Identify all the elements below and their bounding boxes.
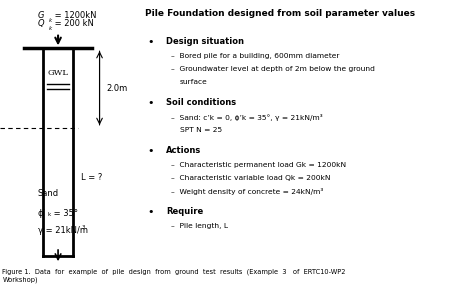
Text: Figure 1.  Data  for  example  of  pile  design  from  ground  test  results  (E: Figure 1. Data for example of pile desig… bbox=[2, 268, 346, 275]
Text: Workshop): Workshop) bbox=[2, 277, 38, 283]
Text: •: • bbox=[147, 98, 154, 108]
Text: 2.0m: 2.0m bbox=[107, 83, 128, 93]
Text: •: • bbox=[147, 207, 154, 217]
Text: GWL: GWL bbox=[47, 69, 69, 77]
Text: γ = 21kN/m: γ = 21kN/m bbox=[38, 225, 88, 235]
Text: –  Sand: c’k = 0, ϕ’k = 35°, γ = 21kN/m³: – Sand: c’k = 0, ϕ’k = 35°, γ = 21kN/m³ bbox=[171, 114, 322, 121]
Text: k: k bbox=[47, 212, 51, 217]
Text: •: • bbox=[147, 37, 154, 47]
Text: –  Weight density of concrete = 24kN/m³: – Weight density of concrete = 24kN/m³ bbox=[171, 188, 323, 195]
Text: ϕ’: ϕ’ bbox=[38, 208, 46, 218]
Text: = 1200kN: = 1200kN bbox=[52, 11, 97, 20]
Text: = 200 kN: = 200 kN bbox=[52, 19, 94, 28]
Text: Q: Q bbox=[38, 19, 45, 28]
Text: –  Pile length, L: – Pile length, L bbox=[171, 223, 228, 229]
Text: G: G bbox=[38, 11, 45, 20]
Text: SPT N = 25: SPT N = 25 bbox=[180, 127, 222, 133]
Text: Design situation: Design situation bbox=[166, 37, 244, 46]
Text: •: • bbox=[147, 146, 154, 156]
Text: Pile Foundation designed from soil parameter values: Pile Foundation designed from soil param… bbox=[145, 9, 415, 18]
Text: Actions: Actions bbox=[166, 146, 201, 155]
Text: surface: surface bbox=[180, 79, 208, 85]
Text: –  Characteristic permanent load Gk = 1200kN: – Characteristic permanent load Gk = 120… bbox=[171, 162, 346, 168]
Text: = 35°: = 35° bbox=[51, 208, 78, 218]
Text: 3: 3 bbox=[82, 225, 85, 230]
Text: Require: Require bbox=[166, 207, 203, 216]
Text: k: k bbox=[48, 18, 52, 23]
Text: –  Bored pile for a building, 600mm diameter: – Bored pile for a building, 600mm diame… bbox=[171, 53, 339, 59]
Text: Soil conditions: Soil conditions bbox=[166, 98, 236, 107]
Text: Sand: Sand bbox=[38, 189, 59, 198]
Text: –  Groundwater level at depth of 2m below the ground: – Groundwater level at depth of 2m below… bbox=[171, 66, 374, 72]
Text: –  Characteristic variable load Qk = 200kN: – Characteristic variable load Qk = 200k… bbox=[171, 175, 330, 181]
Text: L = ?: L = ? bbox=[81, 173, 102, 182]
Text: k: k bbox=[48, 26, 52, 31]
